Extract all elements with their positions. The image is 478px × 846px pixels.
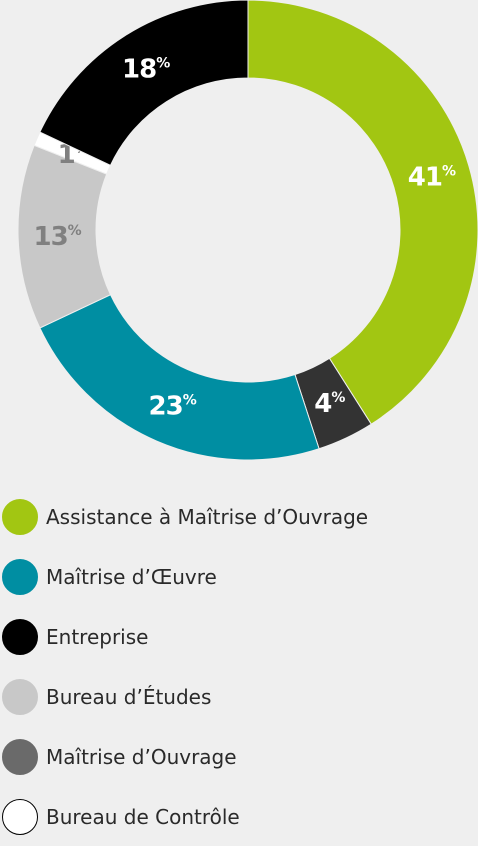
legend-item-bureau-etudes: Bureau d’Études — [0, 678, 478, 718]
slice-value-label: 23% — [149, 391, 197, 421]
legend-swatch-icon — [2, 679, 38, 715]
legend-label: Maîtrise d’Œuvre — [46, 565, 217, 589]
donut-chart: 41%4%23%13%1%18% — [17, 0, 478, 461]
legend-label: Entreprise — [46, 625, 149, 649]
chart-legend: Assistance à Maîtrise d’Ouvrage Maîtrise… — [0, 498, 478, 846]
donut-chart-svg: 41%4%23%13%1%18% — [17, 0, 478, 461]
legend-label: Assistance à Maîtrise d’Ouvrage — [46, 505, 369, 529]
legend-label: Bureau de Contrôle — [46, 805, 240, 829]
legend-swatch-icon — [2, 559, 38, 595]
legend-label: Bureau d’Études — [46, 685, 212, 709]
legend-item-maitrise-ouvrage: Maîtrise d’Ouvrage — [0, 738, 478, 778]
slice-value-label: 4% — [314, 389, 345, 419]
legend-item-bureau-controle: Bureau de Contrôle — [0, 798, 478, 838]
donut-slice — [39, 294, 320, 461]
legend-label: Maîtrise d’Ouvrage — [46, 745, 237, 769]
donut-slice — [247, 0, 478, 425]
legend-item-assistance-maitrise-ouvrage: Assistance à Maîtrise d’Ouvrage — [0, 498, 478, 538]
donut-slice — [39, 0, 249, 166]
legend-swatch-icon — [2, 499, 38, 535]
slice-value-label: 13% — [33, 222, 81, 252]
legend-swatch-icon — [2, 799, 38, 835]
legend-item-maitrise-oeuvre: Maîtrise d’Œuvre — [0, 558, 478, 598]
slice-value-label: 41% — [408, 163, 456, 193]
legend-swatch-icon — [2, 619, 38, 655]
slice-value-label: 18% — [122, 55, 170, 85]
legend-swatch-icon — [2, 739, 38, 775]
legend-item-entreprise: Entreprise — [0, 618, 478, 658]
